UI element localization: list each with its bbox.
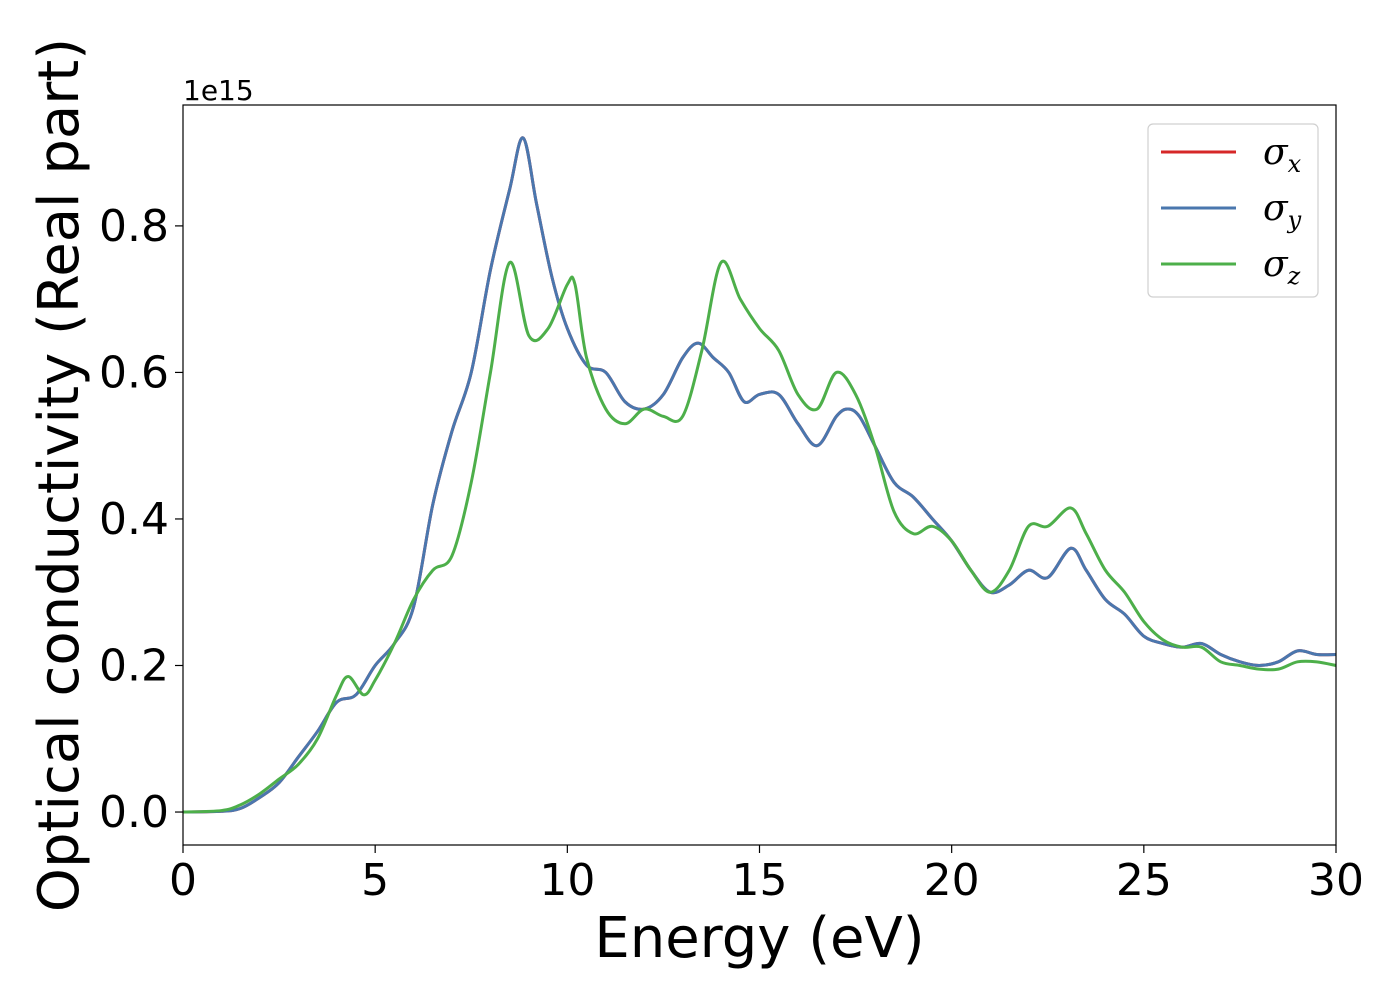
- x-tick-label: 30: [1308, 855, 1364, 906]
- axes-layer: 0 5 10 15 20 25 30 0.0 0.2 0.4 0.6 0.8: [99, 104, 1364, 906]
- x-tick-label: 15: [732, 855, 788, 906]
- y-tick-label: 0.6: [99, 347, 169, 398]
- x-tick-label: 25: [1116, 855, 1172, 906]
- legend-label-y: σy: [1263, 188, 1302, 234]
- y-tick-label: 0.0: [99, 787, 169, 838]
- y-tick-label: 0.2: [99, 640, 169, 691]
- legend-label-z: σz: [1263, 244, 1301, 290]
- series-line-y: [183, 136, 1336, 814]
- x-axis-label: Energy (eV): [594, 906, 924, 971]
- y-offset-label: 1e15: [183, 74, 254, 107]
- x-tick-label: 0: [169, 855, 197, 906]
- y-axis-label: Optical conductivity (Real part): [27, 38, 92, 912]
- series-line-z: [183, 259, 1336, 814]
- x-tick-label: 5: [361, 855, 389, 906]
- legend-subscript: x: [1288, 150, 1302, 178]
- series-layer: [183, 136, 1336, 814]
- legend-symbol: σ: [1263, 244, 1289, 285]
- legend-symbol: σ: [1263, 132, 1289, 173]
- legend-symbol: σ: [1263, 188, 1289, 229]
- x-tick-label: 20: [924, 855, 980, 906]
- legend-frame: [1147, 123, 1319, 298]
- legend-subscript: z: [1287, 262, 1301, 290]
- x-tick-label: 10: [539, 855, 595, 906]
- y-tick-label: 0.8: [99, 201, 169, 252]
- y-tick-label: 0.4: [99, 494, 169, 545]
- legend-subscript: y: [1287, 206, 1302, 234]
- legend-label-x: σx: [1263, 132, 1302, 178]
